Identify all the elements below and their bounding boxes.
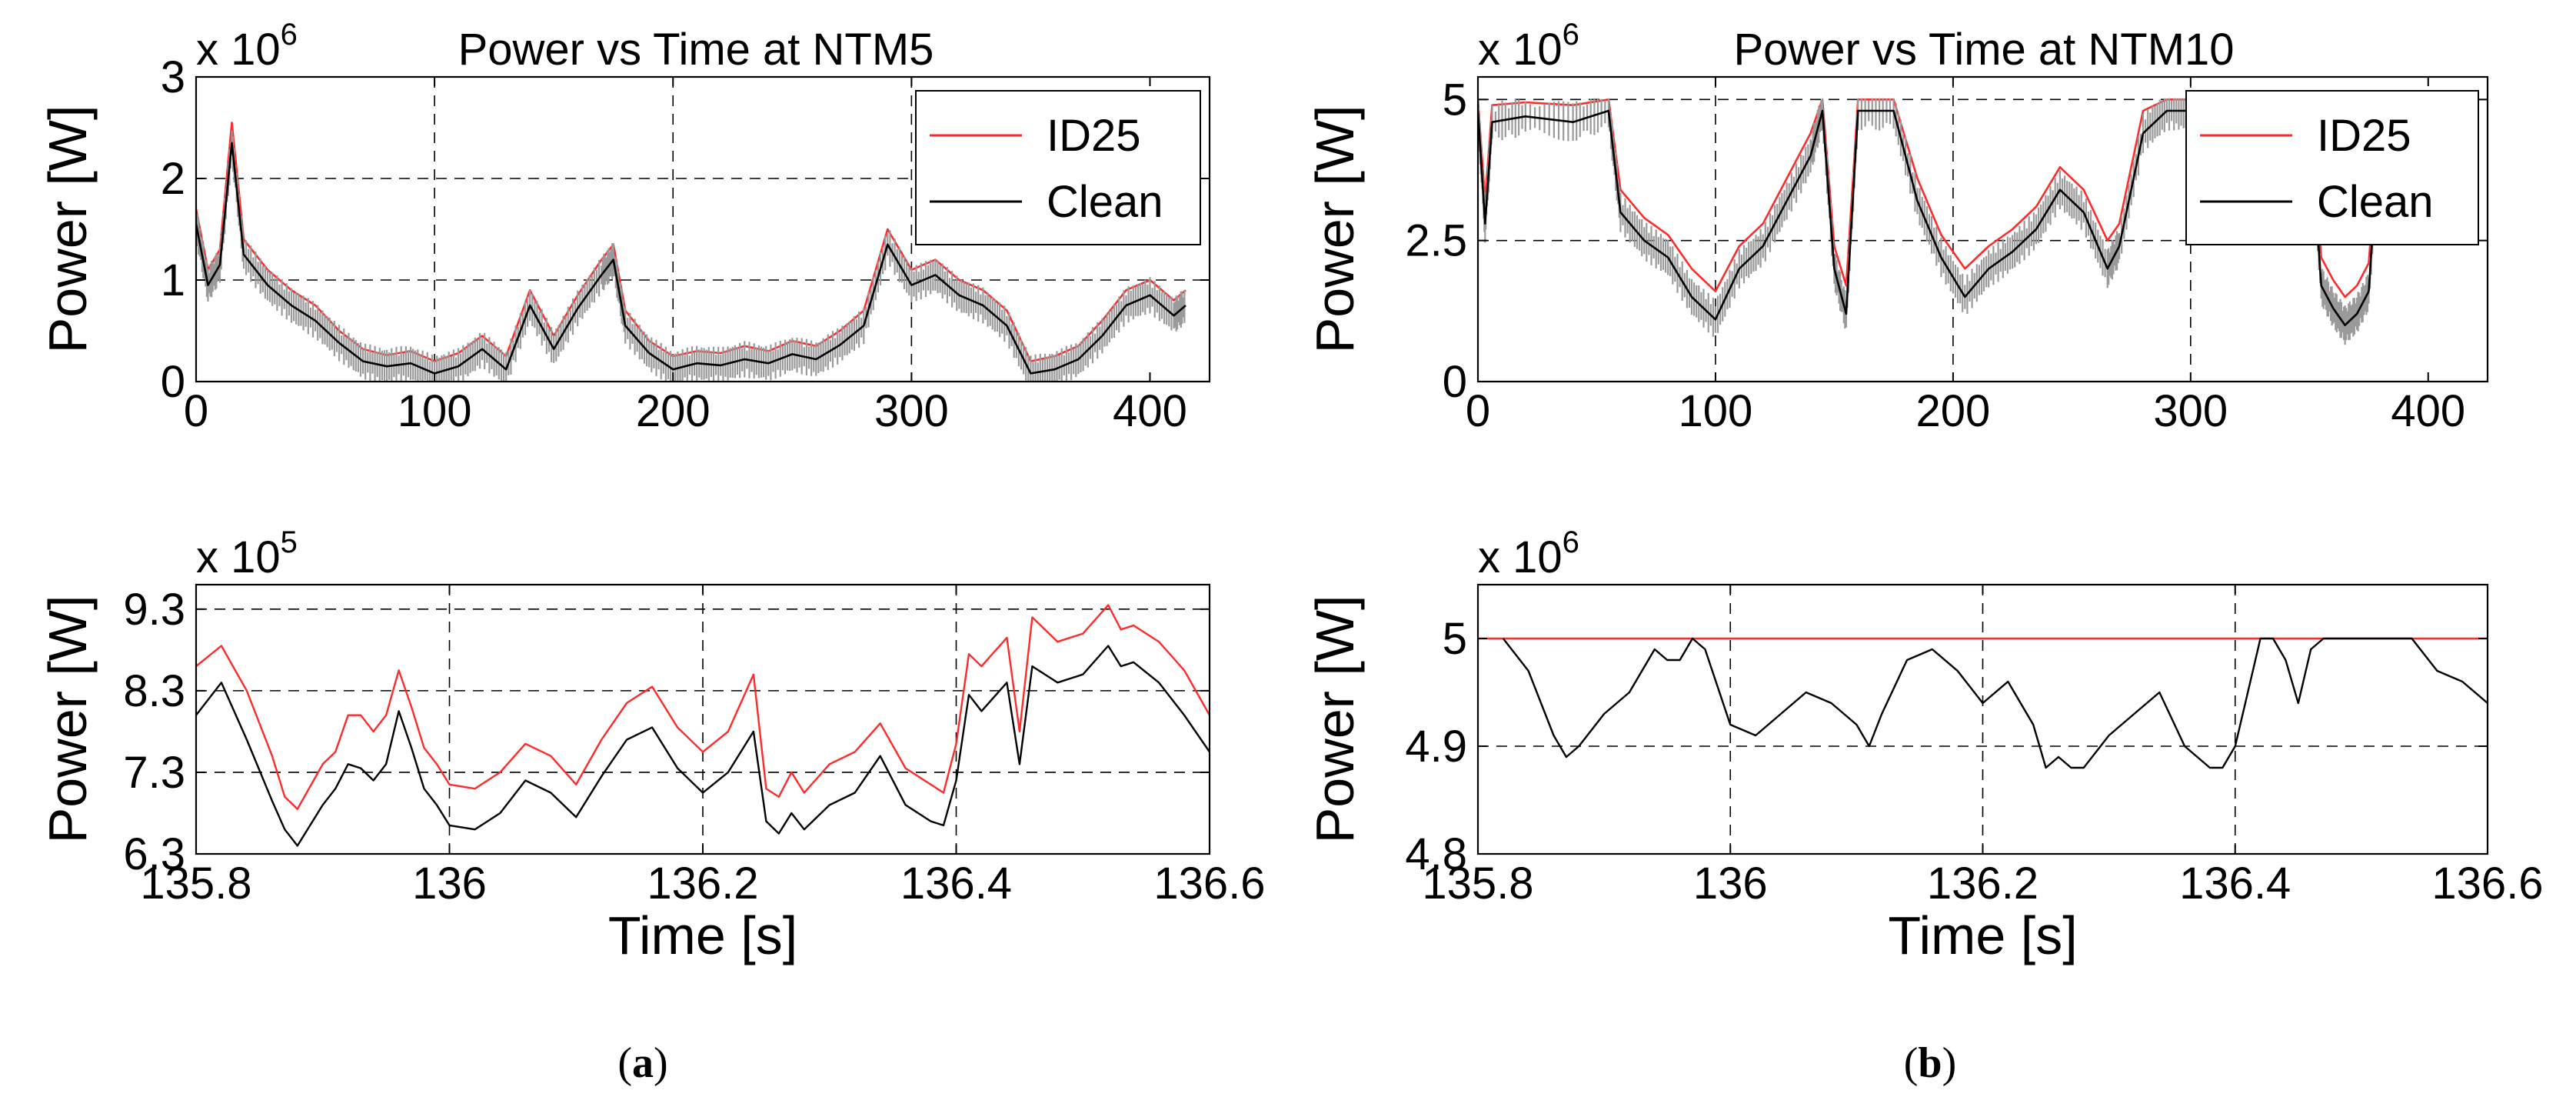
- series-line-clean: [1502, 637, 2488, 769]
- y-axis-label: Power [W]: [38, 105, 98, 354]
- y-tick-label: 5: [1443, 75, 1467, 125]
- chart-a-top: 0 100 200 300 400 0 1 2 3x 106 Power vs Time at N…: [38, 18, 1211, 436]
- x-tick-label: 100: [1679, 386, 1753, 436]
- y-tick-label: 2.5: [1405, 216, 1467, 266]
- x-tick-label: 136.4: [2179, 859, 2291, 909]
- x-axis-label: Time [s]: [608, 905, 797, 965]
- x-tick-label: 200: [1915, 386, 1990, 436]
- x-tick-label: 136: [1693, 859, 1768, 909]
- y-axis-label: Power [W]: [38, 595, 98, 844]
- axis-multiplier: x 106: [1478, 525, 1579, 582]
- series-line-clean: [196, 142, 1186, 375]
- x-tick-label: 136.4: [900, 859, 1012, 909]
- x-tick-label: 400: [1113, 386, 1187, 436]
- y-tick-label: 4.9: [1405, 722, 1467, 772]
- x-tick-label: 400: [2391, 386, 2465, 436]
- chart-b-bottom: 135.8 136 136.2 136.4 136.6 4.8 4.9 5x 106 Power…: [1305, 525, 2544, 965]
- axis-multiplier: x 106: [196, 18, 298, 75]
- x-tick-label: 136.6: [2431, 859, 2543, 909]
- legend: ID25 Clean: [2185, 90, 2479, 245]
- multiplier-base: x 10: [196, 25, 281, 75]
- y-tick-label: 4.8: [1405, 829, 1467, 879]
- multiplier-exponent: 6: [1563, 525, 1579, 559]
- x-tick-label: 135.8: [1422, 859, 1533, 909]
- y-axis-label: Power [W]: [1305, 595, 1365, 844]
- y-tick-label: 7.3: [123, 748, 185, 798]
- y-tick-label: 0: [161, 357, 185, 407]
- caption-a: (a): [617, 1039, 667, 1087]
- y-axis-label: Power [W]: [1305, 105, 1365, 354]
- legend-label: ID25: [1047, 111, 1141, 161]
- y-tick-label: 8.3: [123, 666, 185, 716]
- caption-b: (b): [1904, 1039, 1956, 1087]
- series-group: [196, 122, 1186, 382]
- x-tick-label: 200: [636, 386, 711, 436]
- x-axis-label: Time [s]: [1888, 905, 2077, 965]
- x-tick-label: 136.2: [1927, 859, 2039, 909]
- x-tick-label: 136: [412, 859, 487, 909]
- x-tick-label: 0: [1466, 386, 1490, 436]
- legend-box: [915, 90, 1201, 245]
- x-tick-label: 100: [398, 386, 472, 436]
- axis-multiplier: x 105: [196, 525, 298, 582]
- x-tick-label: 300: [874, 386, 949, 436]
- axes-frame: [1476, 75, 2489, 383]
- x-tick-label: 300: [2153, 386, 2228, 436]
- legend-label: ID25: [2317, 111, 2411, 161]
- series-group: [1478, 637, 2488, 769]
- chart-title: Power vs Time at NTM5: [458, 25, 934, 75]
- multiplier-base: x 10: [1478, 25, 1563, 75]
- y-tick-label: 0: [1443, 357, 1467, 407]
- x-tick-label: 136.6: [1153, 859, 1265, 909]
- multiplier-base: x 10: [196, 532, 281, 582]
- y-tick-label: 3: [161, 52, 185, 102]
- series-line-id25: [196, 604, 1210, 810]
- chart-title: Power vs Time at NTM10: [1733, 25, 2234, 75]
- chart-b-top: 0 100 200 300 400 0 2.5 5x 106 Power vs Time at …: [1305, 18, 2489, 436]
- legend-label: Clean: [2317, 177, 2434, 227]
- y-tick-label: 1: [161, 255, 185, 305]
- y-tick-label: 9.3: [123, 585, 185, 635]
- multiplier-exponent: 5: [281, 525, 298, 559]
- multiplier-base: x 10: [1478, 532, 1563, 582]
- series-line-clean: [196, 645, 1210, 847]
- multiplier-exponent: 6: [1563, 18, 1579, 52]
- x-tick-label: 135.8: [140, 859, 251, 909]
- axis-multiplier: x 106: [1478, 18, 1579, 75]
- multiplier-exponent: 6: [281, 18, 298, 52]
- legend-label: Clean: [1047, 177, 1163, 227]
- x-tick-label: 136.2: [647, 859, 758, 909]
- chart-a-bottom: 135.8 136 136.2 136.4 136.6 6.3 7.3 8.3 9.3x 105…: [38, 525, 1266, 965]
- legend-box: [2185, 90, 2479, 245]
- series-group: [196, 604, 1210, 847]
- axes-frame: [195, 75, 1211, 383]
- y-tick-label: 5: [1443, 614, 1467, 664]
- y-tick-label: 6.3: [123, 829, 185, 879]
- y-tick-label: 2: [161, 154, 185, 204]
- legend: ID25 Clean: [915, 90, 1201, 245]
- x-tick-label: 0: [184, 386, 208, 436]
